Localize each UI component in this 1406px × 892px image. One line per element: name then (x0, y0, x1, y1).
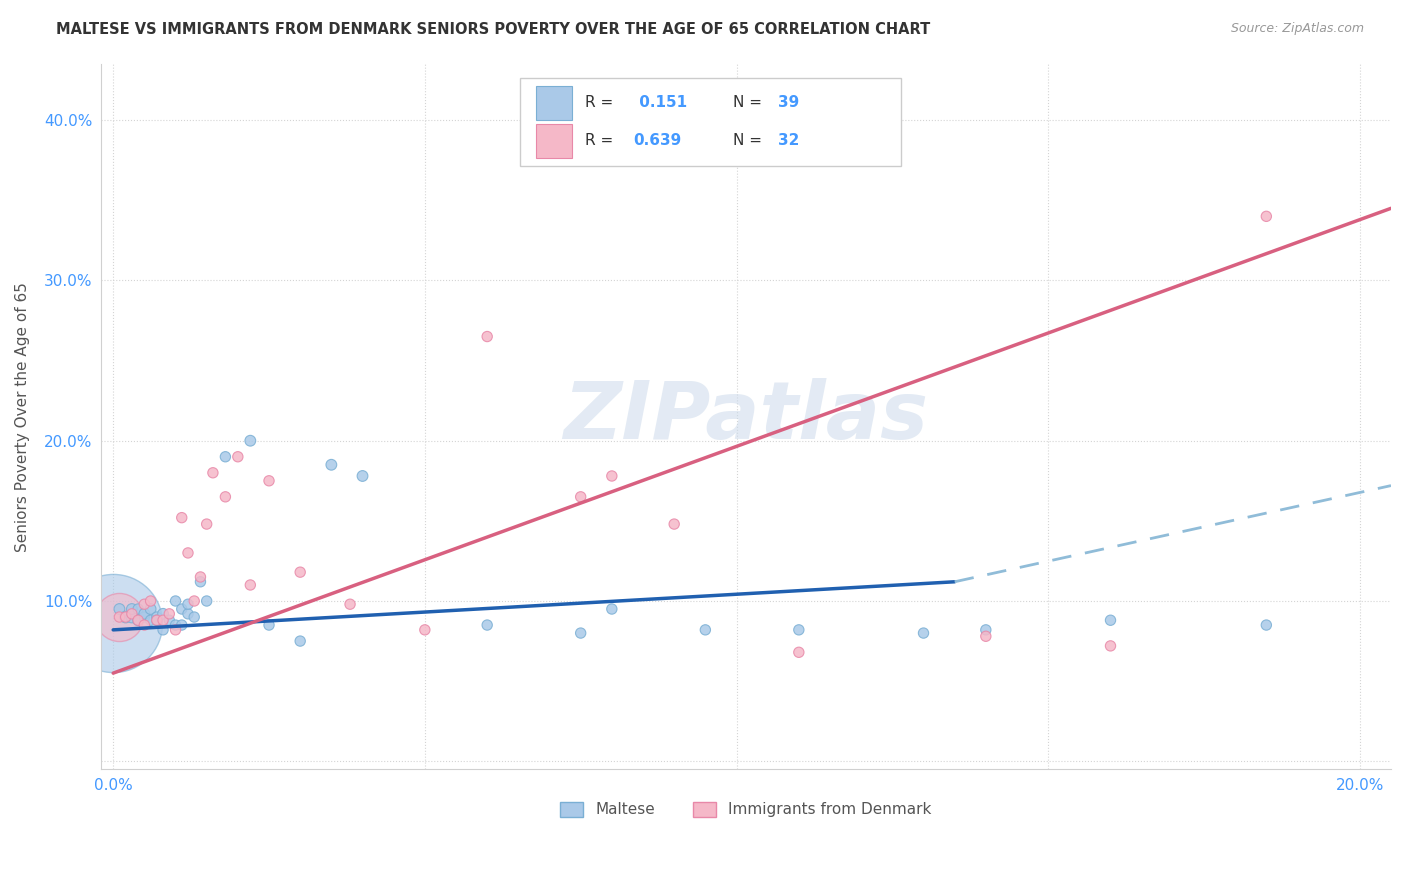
Point (146, 610, 169, 624)
Point (121, 607, 143, 621)
Point (121, 602, 143, 616)
Point (1256, 618, 1278, 632)
Point (190, 570, 212, 584)
Point (152, 613, 174, 627)
Point (413, 623, 436, 637)
Point (170, 618, 193, 632)
Text: N =: N = (733, 95, 766, 111)
Point (108, 602, 131, 616)
Point (157, 613, 180, 627)
Point (165, 618, 187, 632)
Point (257, 618, 280, 632)
Point (226, 450, 249, 464)
Point (170, 510, 193, 524)
Point (352, 469, 374, 483)
Point (201, 466, 224, 480)
Point (477, 618, 499, 632)
Point (121, 610, 143, 624)
Point (108, 610, 131, 624)
Point (600, 469, 623, 483)
Point (1099, 639, 1122, 653)
Text: Source: ZipAtlas.com: Source: ZipAtlas.com (1230, 22, 1364, 36)
Point (177, 597, 200, 611)
Point (134, 618, 156, 632)
Text: 39: 39 (778, 95, 800, 111)
Point (103, 616, 125, 631)
Point (195, 594, 218, 608)
Point (183, 610, 205, 624)
Point (195, 517, 218, 532)
Text: 32: 32 (778, 134, 800, 148)
Point (1256, 210, 1278, 224)
Point (152, 623, 174, 637)
Point (569, 490, 592, 504)
Text: MALTESE VS IMMIGRANTS FROM DENMARK SENIORS POVERTY OVER THE AGE OF 65 CORRELATIO: MALTESE VS IMMIGRANTS FROM DENMARK SENIO… (56, 22, 931, 37)
Point (146, 613, 169, 627)
Point (165, 623, 187, 637)
Point (177, 607, 200, 621)
Point (127, 613, 149, 627)
FancyBboxPatch shape (536, 86, 572, 120)
Point (239, 578, 262, 592)
Point (134, 610, 156, 624)
Point (214, 490, 236, 504)
Point (183, 594, 205, 608)
Text: 0.639: 0.639 (634, 134, 682, 148)
Point (139, 602, 162, 616)
Point (190, 574, 212, 589)
Legend: Maltese, Immigrants from Denmark: Maltese, Immigrants from Denmark (553, 794, 939, 825)
Text: ZIPatlas: ZIPatlas (564, 377, 928, 456)
Point (339, 597, 361, 611)
Point (664, 517, 686, 532)
Point (177, 546, 200, 560)
Point (134, 597, 156, 611)
Point (600, 602, 623, 616)
Point (127, 613, 149, 627)
Point (134, 607, 156, 621)
Point (787, 645, 810, 659)
Point (139, 594, 162, 608)
Point (239, 434, 262, 448)
Text: N =: N = (733, 134, 766, 148)
Point (569, 626, 592, 640)
Point (257, 474, 280, 488)
Point (321, 458, 343, 472)
Point (912, 626, 935, 640)
Point (214, 450, 236, 464)
Point (108, 610, 131, 624)
Point (974, 623, 997, 637)
Text: R =: R = (585, 95, 617, 111)
Point (787, 623, 810, 637)
Point (1099, 613, 1122, 627)
Text: R =: R = (585, 134, 617, 148)
Point (170, 602, 193, 616)
Point (146, 613, 169, 627)
Point (695, 623, 717, 637)
FancyBboxPatch shape (520, 78, 901, 166)
Text: 0.151: 0.151 (634, 95, 686, 111)
Point (165, 594, 187, 608)
Point (152, 607, 174, 621)
Y-axis label: Seniors Poverty Over the Age of 65: Seniors Poverty Over the Age of 65 (15, 282, 30, 551)
Point (114, 610, 136, 624)
Point (114, 610, 136, 624)
Point (974, 629, 997, 643)
Point (477, 329, 499, 343)
Point (290, 634, 312, 648)
Point (139, 613, 162, 627)
FancyBboxPatch shape (536, 124, 572, 158)
Point (290, 565, 312, 579)
Point (127, 602, 149, 616)
Point (157, 607, 180, 621)
